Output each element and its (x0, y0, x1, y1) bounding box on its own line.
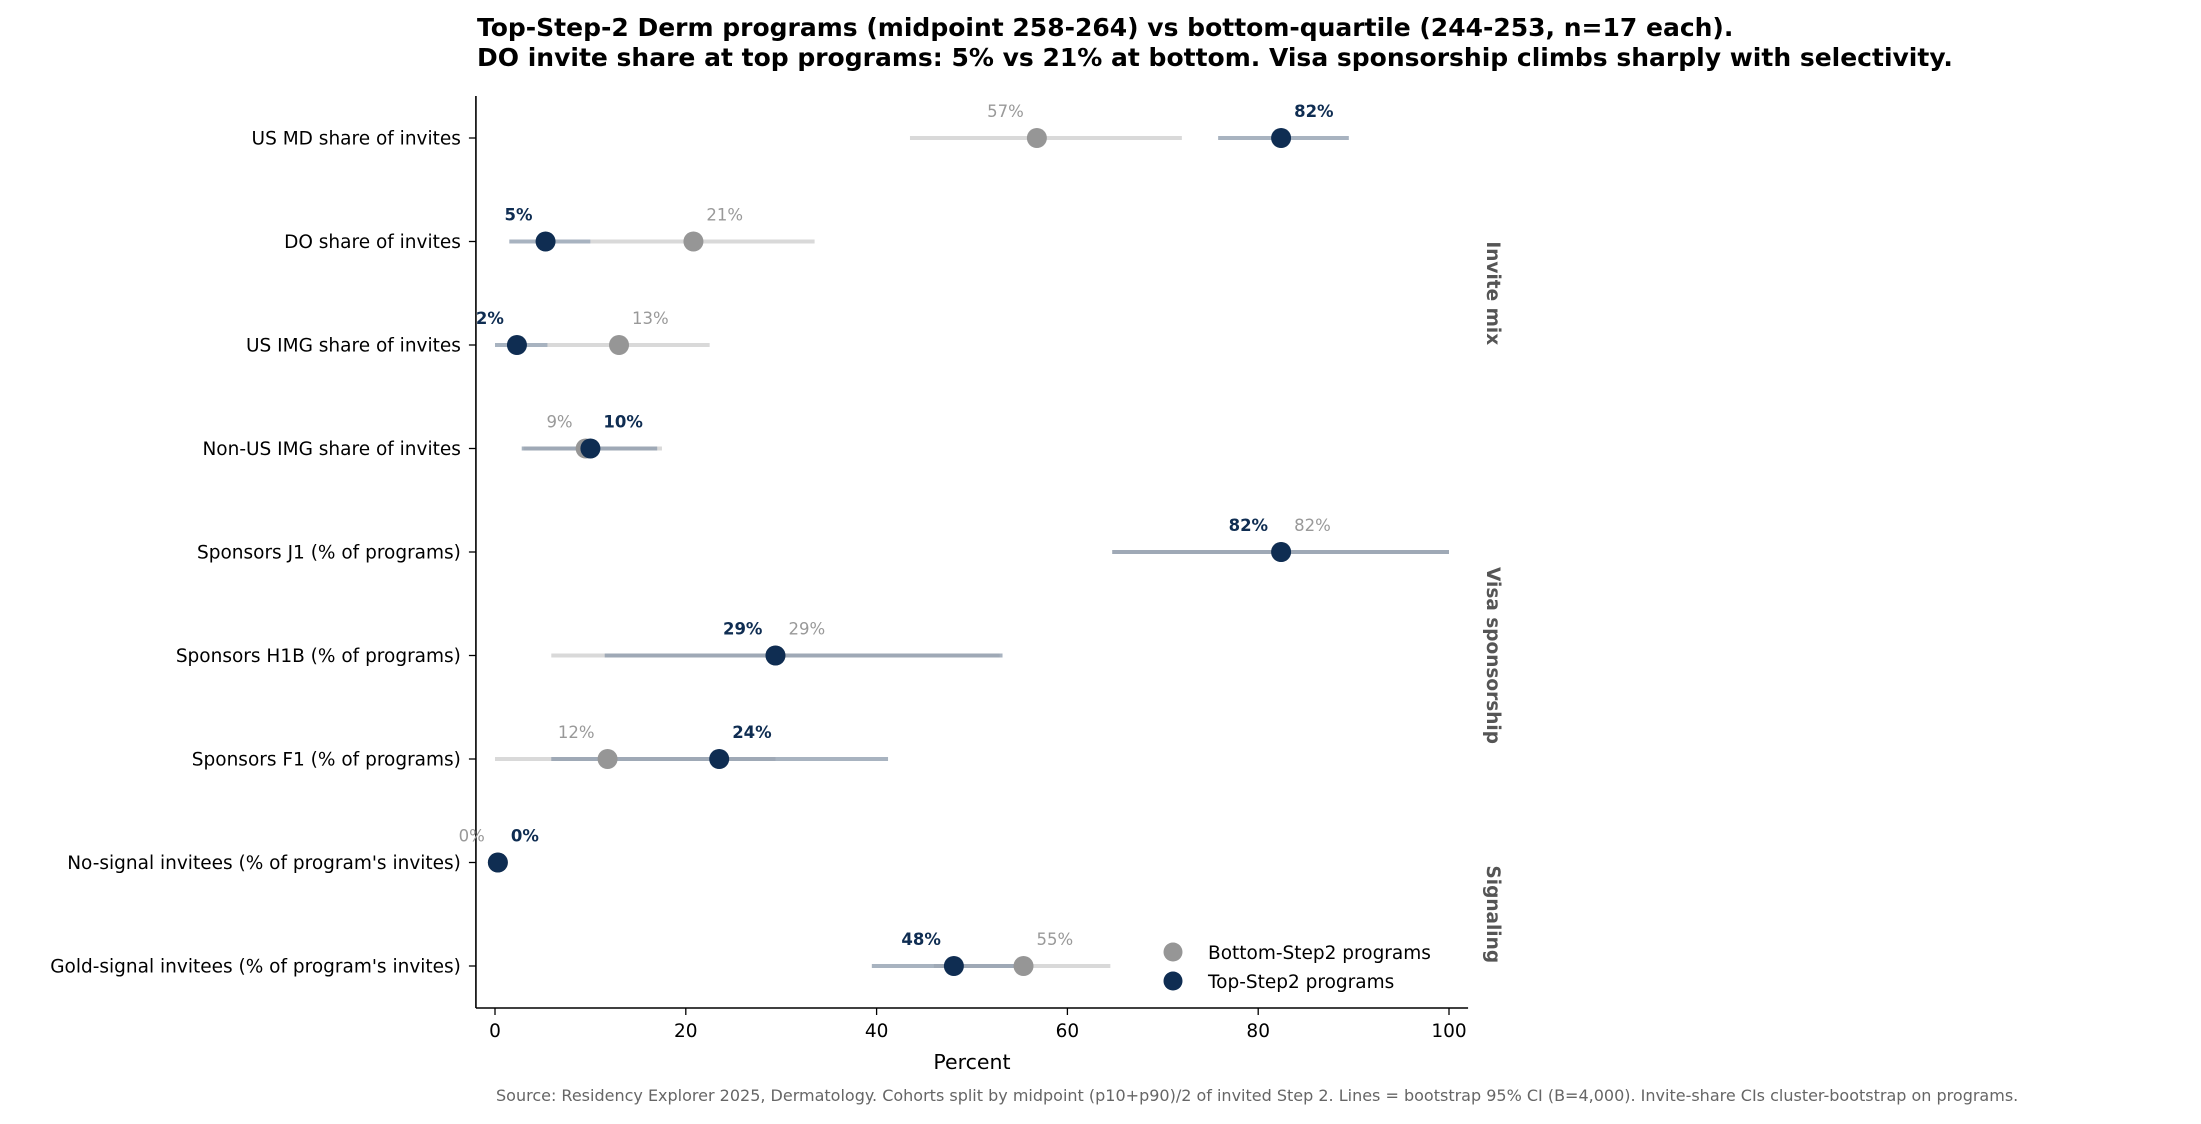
y-tick-label: US IMG share of invites (246, 336, 461, 357)
x-tick-label: 60 (1056, 1021, 1080, 1042)
point-bottom (683, 231, 704, 252)
y-tick-label: Sponsors H1B (% of programs) (176, 646, 461, 667)
y-tick-label: Non-US IMG share of invites (202, 439, 460, 460)
point-top (580, 438, 601, 459)
value-label-bottom: 55% (1037, 930, 1074, 949)
value-label-top: 82% (1294, 102, 1334, 121)
point-bottom (597, 749, 618, 769)
value-label-top: 29% (723, 620, 763, 639)
plot-area: 0 20 40 60 80 100 US MD share of invites 57% 82%… (50, 96, 1503, 1042)
value-label-top: 82% (1229, 516, 1269, 535)
value-label-top: 0% (511, 827, 539, 846)
group-label: Signaling (1482, 865, 1503, 963)
value-label-bottom: 0% (459, 827, 485, 846)
x-tick-label: 80 (1246, 1021, 1270, 1042)
point-top (506, 335, 527, 355)
x-tick-label: 40 (865, 1021, 889, 1042)
point-top (765, 645, 786, 666)
value-label-bottom: 57% (987, 102, 1024, 121)
chart-title-line-2: DO invite share at top programs: 5% vs 2… (477, 43, 1953, 72)
value-label-bottom: 21% (706, 206, 743, 225)
y-tick-label: Sponsors J1 (% of programs) (197, 543, 461, 564)
point-top (943, 956, 964, 976)
value-label-bottom: 29% (788, 620, 825, 639)
source-note: Source: Residency Explorer 2025, Dermato… (496, 1086, 2018, 1105)
point-bottom (1013, 956, 1034, 976)
value-label-bottom: 9% (546, 413, 572, 432)
y-tick-label: Sponsors F1 (% of programs) (192, 750, 461, 771)
y-tick-label: No-signal invitees (% of program's invit… (67, 853, 461, 874)
legend-label-bottom: Bottom-Step2 programs (1208, 943, 1431, 964)
value-label-bottom: 12% (558, 723, 595, 742)
value-label-bottom: 13% (632, 309, 669, 328)
point-top (1271, 128, 1292, 148)
y-tick-label: US MD share of invites (252, 129, 461, 150)
point-bottom (609, 335, 630, 355)
point-top (709, 749, 730, 769)
point-top (1271, 542, 1292, 562)
value-label-top: 24% (732, 723, 772, 742)
point-top (487, 852, 508, 873)
x-tick-label: 0 (489, 1021, 501, 1042)
point-bottom (1026, 128, 1047, 148)
x-axis-label: Percent (933, 1050, 1010, 1074)
value-label-top: 2% (476, 309, 504, 328)
value-label-top: 10% (603, 413, 643, 432)
legend-marker-bottom (1163, 942, 1183, 962)
value-label-bottom: 82% (1294, 516, 1331, 535)
x-tick-label: 100 (1431, 1021, 1466, 1042)
x-tick-label: 20 (674, 1021, 698, 1042)
legend: Bottom-Step2 programs Top-Step2 programs (1163, 942, 1431, 993)
legend-label-top: Top-Step2 programs (1207, 972, 1394, 993)
chart-title-line-1: Top-Step-2 Derm programs (midpoint 258-2… (477, 13, 1733, 42)
legend-marker-top (1163, 971, 1183, 991)
group-label: Invite mix (1482, 241, 1503, 345)
y-tick-label: Gold-signal invitees (% of program's inv… (50, 957, 461, 978)
value-label-top: 5% (505, 206, 533, 225)
value-label-top: 48% (901, 930, 941, 949)
group-label: Visa sponsorship (1482, 567, 1503, 744)
y-tick-label: DO share of invites (284, 232, 461, 253)
point-top (535, 231, 556, 252)
